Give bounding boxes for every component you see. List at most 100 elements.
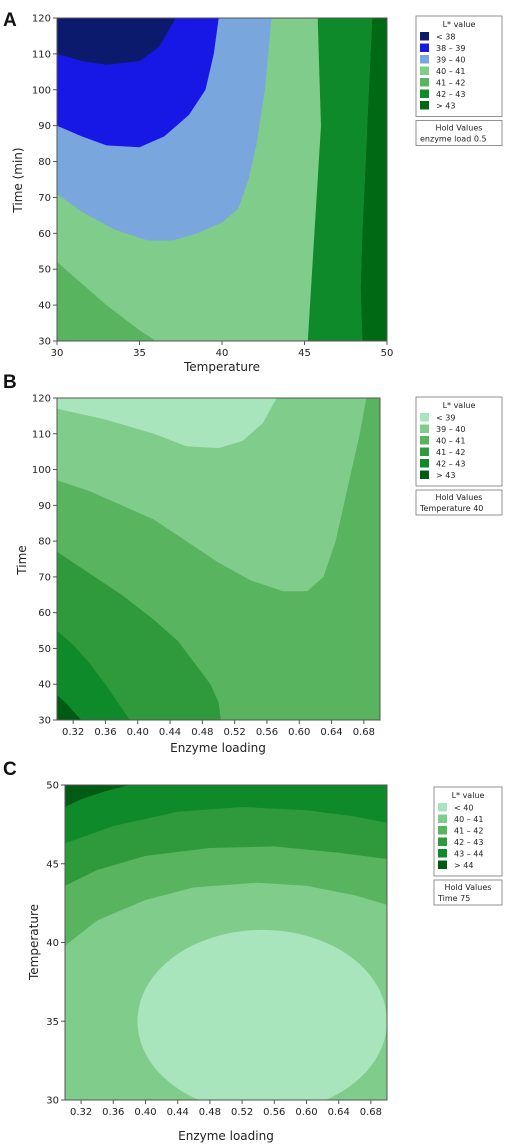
x-tick-label: 0.40	[134, 1107, 156, 1118]
y-tick-label: 120	[32, 394, 51, 405]
hold-values-item: Temperature 40	[419, 504, 483, 513]
y-axis-title-b: Time	[15, 545, 29, 575]
legend-swatch	[420, 66, 429, 75]
contour-region-5	[57, 18, 176, 65]
hold-values-title: Hold Values	[445, 883, 492, 892]
legend-title: L* value	[452, 791, 485, 800]
x-tick-label: 0.68	[360, 1107, 382, 1118]
x-tick-label: 0.48	[199, 1107, 221, 1118]
x-tick-label: 0.60	[288, 727, 310, 738]
y-ticks-b: 30 40 50 60 70 80 90 100 110 120	[32, 394, 57, 727]
panel-label-c: C	[3, 759, 17, 780]
legend-swatch	[420, 43, 429, 52]
hold-values-box	[433, 879, 503, 906]
x-tick-label: 0.44	[159, 727, 181, 738]
x-ticks-b: 0.32 0.36 0.40 0.44 0.48 0.52 0.56 0.60 0.64 0.68	[62, 720, 375, 738]
contour-regions-c	[65, 785, 387, 1100]
legend-swatch	[420, 55, 429, 64]
panel-a: A 30 35 40 45 50 30 40 50 60 70 80 90 100 110 120 Tem…	[3, 10, 503, 374]
contour-regions-a	[57, 18, 387, 341]
contour-region-5	[65, 785, 130, 807]
hold-values-title: Hold Values	[436, 124, 483, 133]
contour-region-3	[57, 398, 277, 449]
y-tick-label: 50	[38, 265, 51, 276]
x-tick-label: 45	[298, 348, 311, 359]
y-tick-label: 60	[38, 229, 51, 240]
contour-region-4	[65, 785, 387, 844]
legend-swatch	[420, 470, 429, 479]
x-tick-label: 0.36	[94, 727, 116, 738]
contour-region-5	[57, 630, 130, 720]
legend-b: L* value < 39 39 – 40 40 – 41 41 – 42 42 – 43…	[415, 396, 503, 516]
y-tick-label: 120	[32, 14, 51, 25]
x-tick-label: 35	[133, 348, 146, 359]
contour-region-ellipse	[137, 929, 387, 1100]
y-tick-label: 100	[32, 85, 51, 96]
panel-b: B 0.32 0.36 0.40 0.44 0.48 0.52 0.56 0.60 0.64 0.…	[3, 372, 503, 755]
legend-entry: 40 – 41	[436, 437, 465, 446]
x-tick-label: 0.44	[167, 1107, 189, 1118]
legend-box	[415, 396, 503, 487]
legend-swatch	[420, 78, 429, 87]
y-tick-label: 30	[38, 716, 51, 727]
x-tick-label: 0.64	[320, 727, 342, 738]
x-axis-title-a: Temperature	[183, 360, 260, 374]
legend-box	[415, 15, 503, 117]
legend-swatch	[438, 860, 447, 869]
x-tick-label: 50	[381, 348, 394, 359]
legend-entry: 40 – 41	[454, 815, 483, 824]
legend-entry: < 40	[454, 804, 473, 813]
y-tick-label: 60	[38, 608, 51, 619]
y-tick-label: 110	[32, 429, 51, 440]
y-axis-title-a: Time (min)	[11, 147, 25, 213]
y-tick-label: 35	[46, 1017, 59, 1028]
y-tick-label: 50	[46, 781, 59, 792]
y-tick-label: 90	[38, 501, 51, 512]
hold-values-box	[415, 489, 503, 516]
legend-swatch	[438, 837, 447, 846]
contour-region-2	[57, 398, 367, 592]
legend-swatch	[420, 459, 429, 468]
legend-entry: 39 – 40	[436, 425, 465, 434]
y-tick-label: 40	[38, 680, 51, 691]
legend-swatch	[420, 101, 429, 110]
hold-values-item: enzyme load 0.5	[420, 135, 487, 144]
x-ticks-a: 30 35 40 45 50	[51, 341, 394, 359]
contour-region-7	[360, 18, 387, 341]
x-tick-label: 0.40	[127, 727, 149, 738]
x-axis-title-c: Enzyme loading	[178, 1129, 274, 1143]
y-tick-label: 100	[32, 465, 51, 476]
panel-label-b: B	[3, 372, 17, 393]
x-tick-label: 0.56	[256, 727, 278, 738]
hold-values-item: Time 75	[437, 894, 470, 903]
legend-entry: 41 – 42	[436, 448, 465, 457]
y-tick-label: 90	[38, 121, 51, 132]
legend-swatch	[438, 826, 447, 835]
hold-values-box	[415, 120, 503, 146]
legend-entry: 40 – 41	[436, 67, 465, 76]
y-tick-label: 40	[38, 301, 51, 312]
contour-region-6	[307, 18, 373, 341]
y-tick-label: 30	[46, 1096, 59, 1107]
x-tick-label: 0.32	[62, 727, 84, 738]
legend-entry: 41 – 42	[454, 827, 483, 836]
legend-entry: > 43	[436, 471, 455, 480]
legend-a: L* value < 38 38 – 39 39 – 40 40 – 41 41 – 42…	[415, 15, 503, 146]
x-tick-label: 0.32	[70, 1107, 92, 1118]
legend-entry: 42 – 43	[454, 838, 483, 847]
legend-title: L* value	[443, 401, 476, 410]
y-tick-label: 80	[38, 537, 51, 548]
legend-swatch	[420, 436, 429, 445]
legend-entry: 42 – 43	[436, 90, 465, 99]
y-axis-title-c: Temperature	[27, 904, 41, 981]
y-ticks-c: 30 35 40 45 50	[46, 781, 65, 1107]
legend-entry: 43 – 44	[454, 850, 483, 859]
y-tick-label: 80	[38, 157, 51, 168]
y-tick-label: 50	[38, 644, 51, 655]
contour-region-6	[57, 695, 82, 720]
x-tick-label: 0.52	[231, 1107, 253, 1118]
legend-swatch	[438, 803, 447, 812]
legend-c: L* value < 40 40 – 41 41 – 42 42 – 43 43 – 44…	[433, 786, 503, 906]
panel-label-a: A	[3, 10, 17, 31]
